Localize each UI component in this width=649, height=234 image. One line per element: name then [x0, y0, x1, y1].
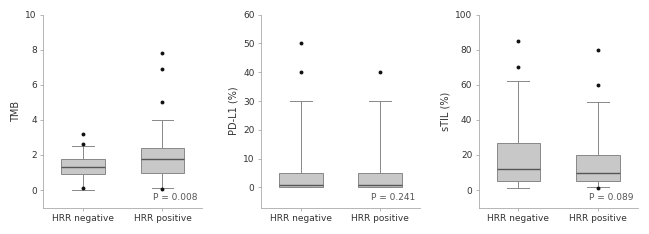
Text: P = 0.241: P = 0.241	[371, 193, 415, 202]
Y-axis label: sTIL (%): sTIL (%)	[441, 91, 451, 131]
Y-axis label: PD-L1 (%): PD-L1 (%)	[229, 87, 239, 135]
PathPatch shape	[141, 148, 184, 172]
PathPatch shape	[358, 173, 402, 187]
Y-axis label: TMB: TMB	[11, 101, 21, 122]
Text: P = 0.089: P = 0.089	[589, 193, 633, 202]
PathPatch shape	[278, 173, 323, 187]
PathPatch shape	[496, 143, 541, 181]
Text: P = 0.008: P = 0.008	[153, 193, 197, 202]
PathPatch shape	[61, 158, 104, 174]
PathPatch shape	[576, 155, 620, 181]
